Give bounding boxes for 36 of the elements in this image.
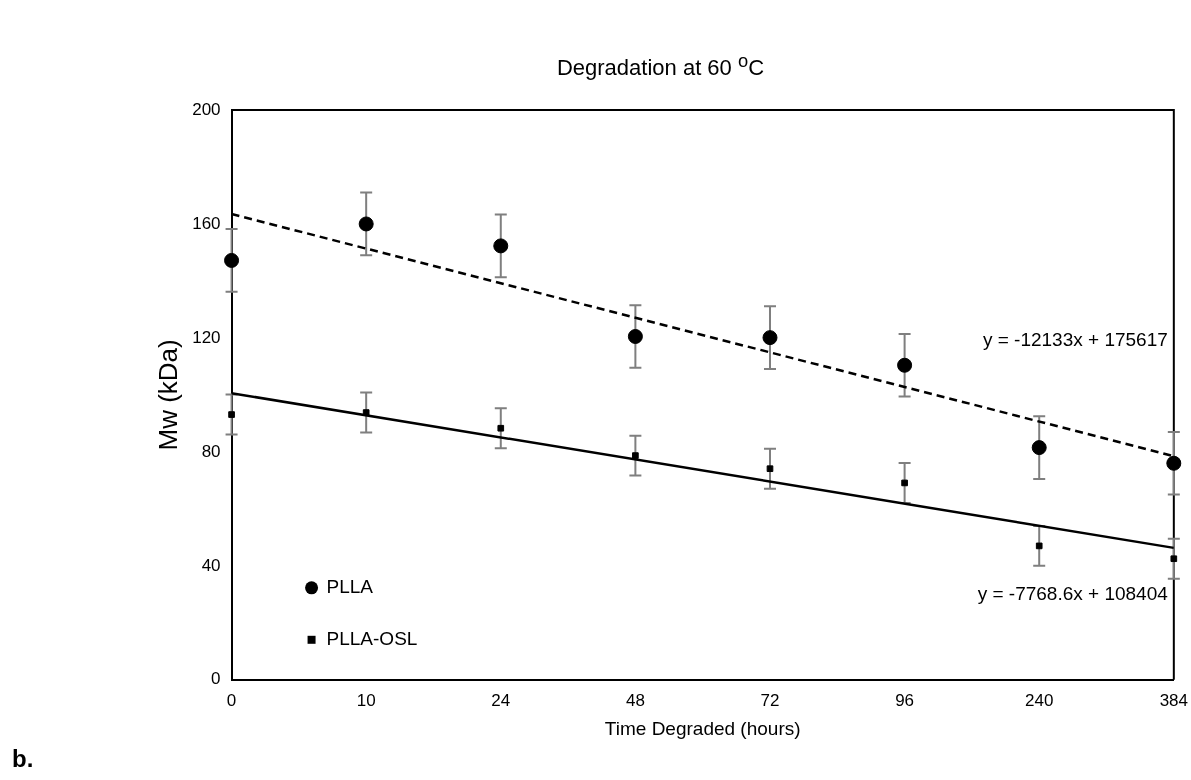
point xyxy=(1031,440,1047,456)
y-tick-label: 0 xyxy=(211,669,221,689)
point xyxy=(362,409,370,416)
x-tick-label: 72 xyxy=(760,690,780,710)
point xyxy=(1170,555,1178,563)
point xyxy=(1035,542,1043,550)
point xyxy=(897,357,913,373)
x-tick-label: 96 xyxy=(895,690,915,710)
legend-label: PLLA xyxy=(326,576,374,598)
x-tick-label: 240 xyxy=(1025,690,1054,710)
x-tick-label: 48 xyxy=(625,690,645,710)
point xyxy=(627,329,643,344)
text: b. xyxy=(12,745,34,773)
y-tick-label: 40 xyxy=(201,555,221,575)
x-tick-label: 24 xyxy=(491,690,511,710)
y-tick-label: 160 xyxy=(192,213,221,233)
point xyxy=(1166,455,1182,471)
x-tick-label: 0 xyxy=(226,690,237,710)
point xyxy=(901,479,908,487)
y-tick-label: 200 xyxy=(192,99,221,119)
x-tick-label: 384 xyxy=(1159,690,1189,710)
y-axis-title: Mw (kDa) xyxy=(152,339,183,451)
point xyxy=(762,330,778,346)
point xyxy=(493,238,509,254)
point xyxy=(632,452,639,459)
y-tick-label: 80 xyxy=(201,441,221,461)
y-tick-label: 120 xyxy=(192,327,221,347)
annotation: y = -12133x + 175617 xyxy=(982,329,1168,350)
legend-label: PLLA-OSL xyxy=(326,628,418,650)
x-axis-title: Time Degraded (hours) xyxy=(604,717,801,739)
x-tick-label: 10 xyxy=(356,690,376,710)
point xyxy=(766,465,774,473)
point xyxy=(497,424,505,432)
point xyxy=(358,216,374,232)
chart-title: Degradation at 60 $^{o}$C xyxy=(555,50,766,82)
annotation: y = -7768.6x + 108404 xyxy=(977,582,1169,604)
